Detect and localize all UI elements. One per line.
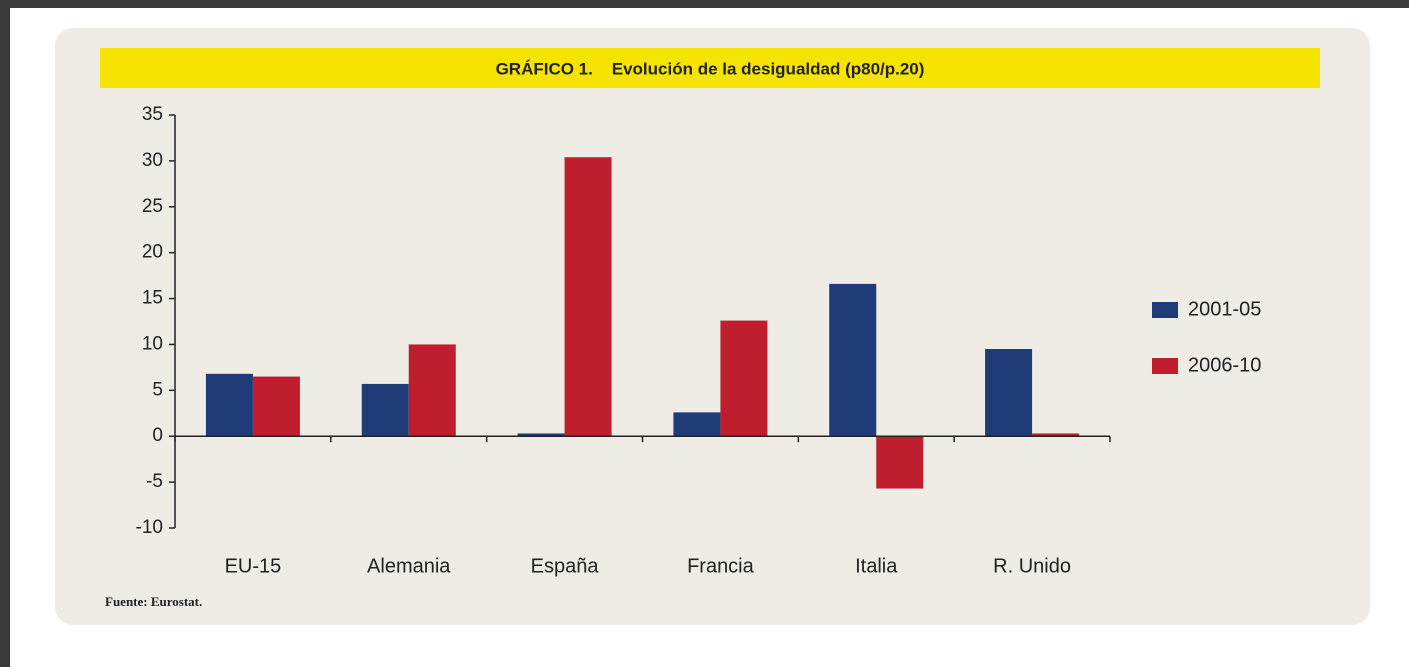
bar (720, 320, 768, 437)
legend-label: 2006-10 (1188, 354, 1261, 376)
x-tick-label: Alemania (367, 555, 451, 577)
legend-swatch (1152, 358, 1178, 374)
y-tick-label: 0 (152, 425, 163, 446)
bar (673, 412, 721, 437)
y-tick-label: 10 (142, 333, 163, 354)
x-tick-label: Italia (855, 555, 898, 577)
y-tick-label: 35 (142, 104, 163, 125)
y-tick-label: 30 (142, 150, 163, 171)
x-tick-label: España (531, 555, 600, 577)
bar (1032, 433, 1080, 437)
chart-title: GRÁFICO 1. Evolución de la desigualdad (… (496, 59, 925, 78)
x-tick-label: Francia (687, 555, 755, 577)
bar (517, 433, 565, 437)
bar (408, 344, 456, 437)
bar (361, 383, 409, 437)
bar (205, 373, 253, 437)
title-bar (100, 48, 1320, 88)
y-tick-label: -10 (136, 517, 163, 538)
y-tick-label: -5 (146, 471, 163, 492)
legend-swatch (1152, 302, 1178, 318)
bar (252, 376, 300, 437)
source: Fuente: Eurostat. (105, 594, 202, 609)
bar (876, 436, 924, 489)
bar (985, 349, 1033, 437)
border (0, 0, 10, 667)
panel (55, 28, 1370, 625)
x-tick-label: R. Unido (993, 555, 1071, 577)
bar (564, 157, 612, 437)
x-tick-label: EU-15 (225, 555, 282, 577)
y-tick-label: 5 (152, 379, 163, 400)
legend-label: 2001-05 (1188, 298, 1261, 320)
bar (829, 283, 877, 437)
y-tick-label: 20 (142, 242, 163, 263)
border (0, 0, 1409, 8)
y-tick-label: 25 (142, 196, 163, 217)
y-tick-label: 15 (142, 288, 163, 309)
